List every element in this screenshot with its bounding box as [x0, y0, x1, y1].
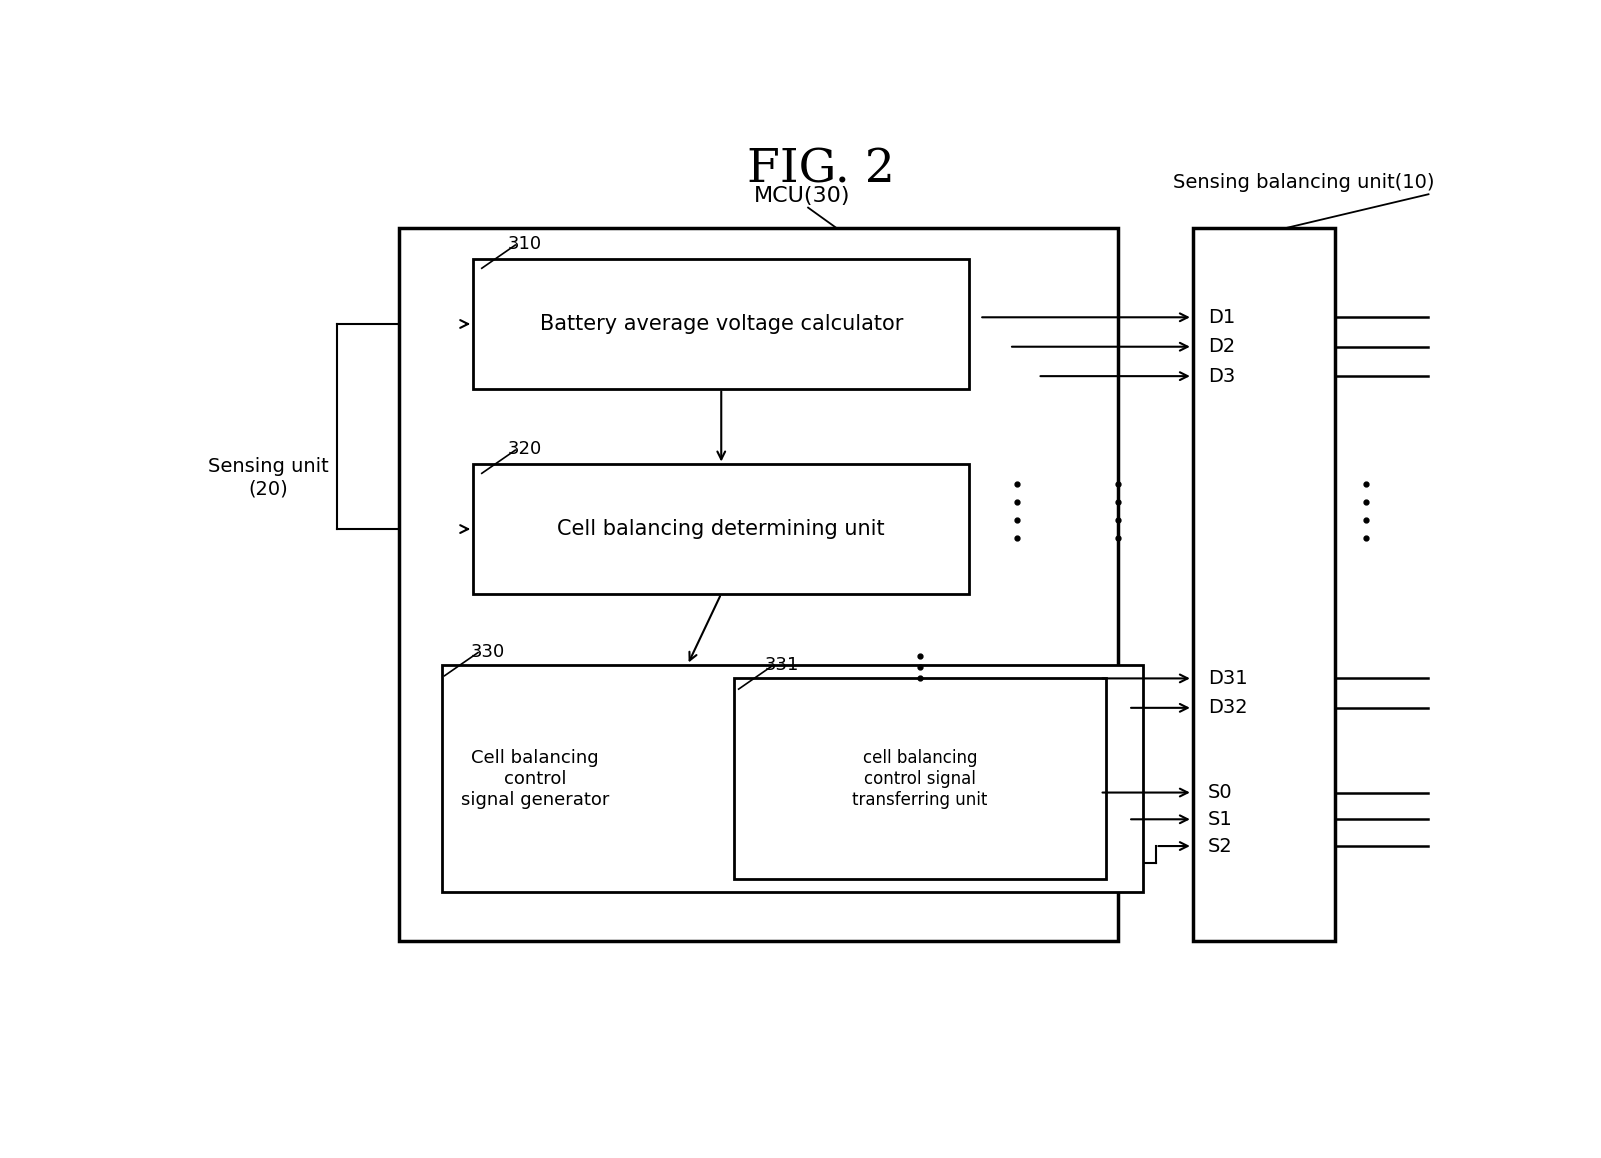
Text: 320: 320 — [508, 440, 543, 459]
Text: Cell balancing determining unit: Cell balancing determining unit — [557, 519, 885, 540]
Text: 330: 330 — [471, 643, 504, 660]
Bar — [733, 679, 1106, 879]
Bar — [474, 464, 970, 594]
Text: Sensing balancing unit(10): Sensing balancing unit(10) — [1174, 174, 1434, 192]
Bar — [442, 665, 1143, 893]
Text: D3: D3 — [1207, 367, 1234, 386]
Text: D1: D1 — [1207, 308, 1234, 327]
Bar — [399, 228, 1119, 941]
Text: D2: D2 — [1207, 337, 1234, 357]
Text: S2: S2 — [1207, 836, 1233, 856]
Bar — [1193, 228, 1335, 941]
Text: FIG. 2: FIG. 2 — [746, 147, 895, 192]
Text: S0: S0 — [1207, 783, 1233, 802]
Text: D31: D31 — [1207, 669, 1247, 688]
Text: Cell balancing
control
signal generator: Cell balancing control signal generator — [461, 749, 610, 808]
Bar — [474, 259, 970, 389]
Text: Battery average voltage calculator: Battery average voltage calculator — [540, 314, 903, 334]
Text: D32: D32 — [1207, 698, 1247, 717]
Text: S1: S1 — [1207, 809, 1233, 829]
Text: Sensing unit
(20): Sensing unit (20) — [208, 457, 328, 498]
Text: 331: 331 — [765, 655, 799, 674]
Text: MCU(30): MCU(30) — [754, 185, 850, 206]
Text: cell balancing
control signal
transferring unit: cell balancing control signal transferri… — [852, 749, 988, 808]
Text: 310: 310 — [508, 235, 543, 254]
